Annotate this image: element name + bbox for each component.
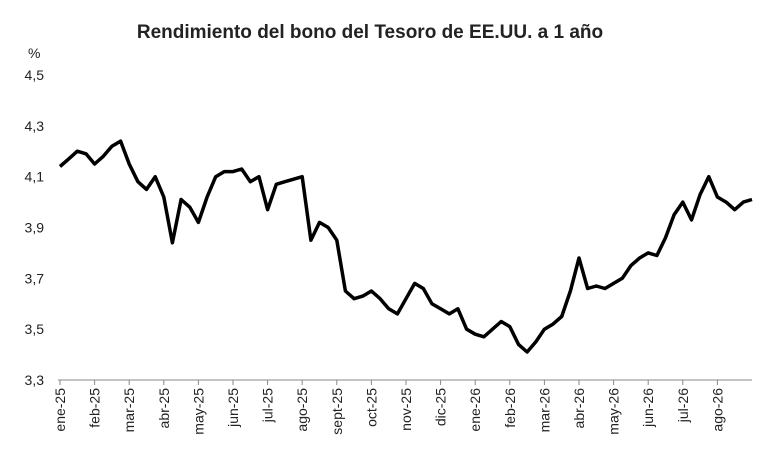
x-tick-label: may-25 xyxy=(190,388,206,435)
x-tick-label: mar-25 xyxy=(121,388,137,433)
x-tick-label: jun-25 xyxy=(225,388,241,428)
line-series xyxy=(58,139,753,354)
x-tick-label: abr-26 xyxy=(571,388,587,429)
x-tick-label: jun-26 xyxy=(640,388,656,428)
y-tick-label: 4,3 xyxy=(25,118,45,134)
x-tick-label: feb-25 xyxy=(87,388,103,428)
x-tick-label: may-26 xyxy=(606,388,622,435)
y-tick-label: 3,9 xyxy=(25,220,45,236)
y-axis-label: % xyxy=(28,45,40,61)
x-tick-label: sept-25 xyxy=(329,388,345,435)
x-tick-label: nov-25 xyxy=(398,388,414,431)
x-tick-label: feb-26 xyxy=(502,388,518,428)
x-tick-label: dic-25 xyxy=(433,388,449,426)
y-tick-label: 3,7 xyxy=(25,270,45,286)
x-tick-label: abr-25 xyxy=(156,388,172,429)
y-tick-label: 4,5 xyxy=(25,67,45,83)
y-tick-label: 4,1 xyxy=(25,169,45,185)
x-tick-label: mar-26 xyxy=(536,388,552,433)
x-tick-label: ago-26 xyxy=(709,388,725,432)
y-tick-label: 3,3 xyxy=(25,372,45,388)
x-tick-label: ene-25 xyxy=(52,388,68,432)
chart-title: Rendimiento del bono del Tesoro de EE.UU… xyxy=(137,22,603,43)
x-tick-label: jul-25 xyxy=(260,388,276,423)
x-tick-label: ene-26 xyxy=(467,388,483,432)
y-tick-label: 3,5 xyxy=(25,321,45,337)
x-tick-label: oct-25 xyxy=(363,388,379,427)
x-tick-label: ago-25 xyxy=(294,388,310,432)
x-tick-label: jul-26 xyxy=(675,388,691,423)
